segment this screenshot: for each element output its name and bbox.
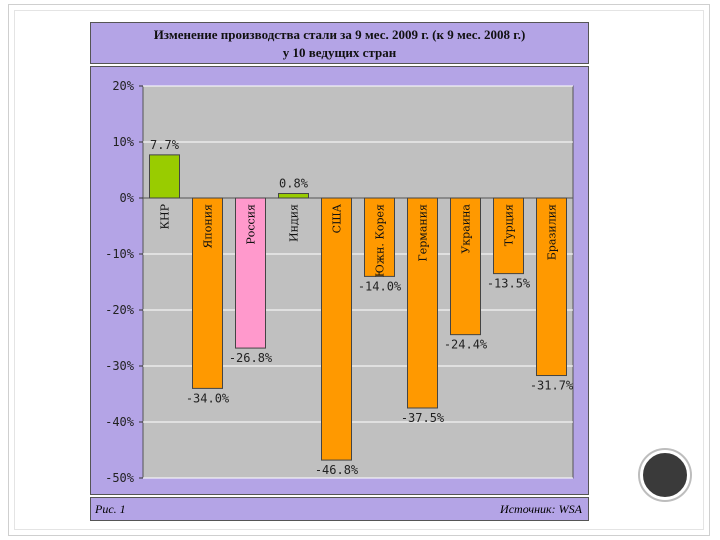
y-tick-label: 0% xyxy=(120,191,135,205)
category-label: Япония xyxy=(202,204,215,249)
bar xyxy=(536,197,567,377)
category-label: КНР xyxy=(159,203,172,229)
slide-frame-outer xyxy=(8,4,710,536)
bar xyxy=(493,197,524,275)
chart-title-box: Изменение производства стали за 9 мес. 2… xyxy=(90,22,589,64)
bar xyxy=(149,154,180,199)
slide-marker-dot xyxy=(640,450,690,500)
data-label: 0.8% xyxy=(279,177,309,191)
data-label: -46.8% xyxy=(315,463,359,477)
category-label: США xyxy=(331,203,344,233)
bar xyxy=(407,197,438,409)
category-label: Южн. Корея xyxy=(374,204,387,277)
chart-title-line-2: у 10 ведущих стран xyxy=(282,45,397,60)
figure-label: Рис. 1 xyxy=(95,502,126,516)
category-label: Турция xyxy=(503,204,516,246)
data-label: -26.8% xyxy=(229,351,273,365)
data-label: 7.7% xyxy=(150,138,180,152)
category-label: Бразилия xyxy=(546,204,559,260)
chart-title-line-1: Изменение производства стали за 9 мес. 2… xyxy=(153,27,526,42)
bar xyxy=(278,193,309,199)
source-label: Источник: WSA xyxy=(500,502,582,516)
bar-chart: 20% 10% 0% -10% -20% -30% -40% -50% КНР 7.7% Япони… xyxy=(105,79,574,485)
data-label: -13.5% xyxy=(487,277,531,291)
data-label: -31.7% xyxy=(530,379,574,393)
y-tick-label: -50% xyxy=(105,471,135,485)
y-tick-label: -40% xyxy=(105,415,135,429)
y-tick-label: -30% xyxy=(105,359,135,373)
category-label: Индия xyxy=(288,204,301,242)
bar xyxy=(192,197,223,389)
bar xyxy=(321,197,352,461)
data-label: -24.4% xyxy=(444,338,488,352)
slide-frame-inner xyxy=(14,10,704,530)
data-label: -14.0% xyxy=(358,279,402,293)
data-label: -34.0% xyxy=(186,391,230,405)
y-tick-label: 10% xyxy=(112,135,134,149)
y-tick-label: -20% xyxy=(105,303,135,317)
y-tick-label: 20% xyxy=(112,79,134,93)
bar xyxy=(450,197,481,336)
data-label: -37.5% xyxy=(401,411,445,425)
bar xyxy=(235,197,266,349)
y-tick-label: -10% xyxy=(105,247,135,261)
chart-footer: Рис. 1 Источник: WSA xyxy=(90,497,589,521)
category-label: Россия xyxy=(245,204,258,245)
category-label: Германия xyxy=(417,204,430,262)
category-label: Украина xyxy=(460,204,473,254)
bar xyxy=(364,197,395,277)
